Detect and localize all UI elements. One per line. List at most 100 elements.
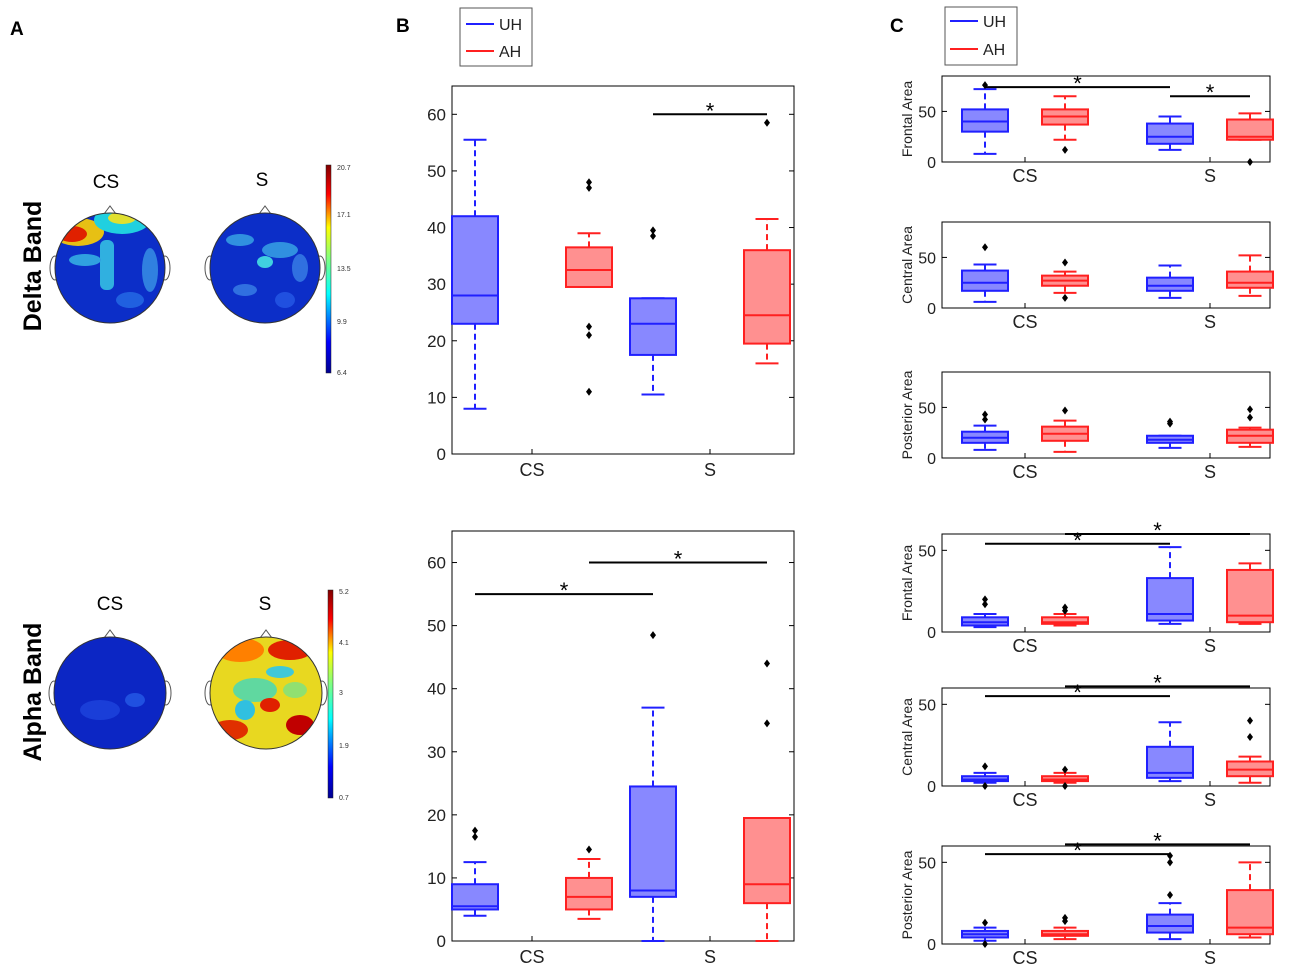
y-axis-label: Frontal Area — [899, 81, 915, 157]
boxplot-delta-posterior: 0 50 CS S Posterior Area — [899, 370, 1274, 482]
y-tick-label: 0 — [437, 445, 446, 464]
y-axis-label: Central Area — [899, 698, 915, 776]
band-label-delta: Delta Band — [19, 201, 47, 332]
panel-label-a: A — [10, 19, 24, 40]
x-tick-label: CS — [519, 460, 544, 480]
boxplot-delta-overall: 0 10 20 30 40 50 60 CS S * — [427, 85, 795, 480]
legend-ah-label: AH — [983, 42, 1005, 59]
outlier-point — [1062, 258, 1068, 267]
outlier-point — [1062, 765, 1068, 774]
outlier-point — [586, 178, 592, 187]
y-tick-label: 0 — [927, 779, 936, 796]
outlier-point — [1062, 603, 1068, 612]
box-uh — [629, 785, 677, 898]
significance-star: * — [706, 98, 715, 123]
topo-label-delta-cs: CS — [93, 172, 119, 193]
significance-star: * — [1153, 518, 1162, 543]
colorbar-delta-tick: 13.5 — [337, 266, 351, 273]
outlier-point — [982, 918, 988, 927]
outlier-point — [982, 415, 988, 424]
colorbar-alpha-tick: 0.7 — [339, 795, 349, 802]
x-tick-label: CS — [519, 947, 544, 967]
outlier-point — [586, 331, 592, 340]
box-uh — [1146, 276, 1194, 292]
y-axis-label: Posterior Area — [899, 370, 915, 459]
box-uh — [629, 297, 677, 356]
colorbar-delta-tick: 6.4 — [337, 370, 347, 377]
box-uh — [961, 108, 1009, 133]
outlier-point — [1247, 405, 1253, 414]
y-tick-label: 10 — [427, 388, 446, 407]
outlier-point — [650, 226, 656, 235]
box-ah — [743, 817, 791, 905]
outlier-point — [472, 826, 478, 835]
x-tick-label: S — [1204, 948, 1216, 968]
topomap-alpha-s — [204, 629, 328, 750]
box-uh — [1146, 122, 1194, 145]
significance-star: * — [560, 578, 569, 603]
y-axis-label: Frontal Area — [899, 545, 915, 621]
y-tick-label: 50 — [918, 855, 936, 872]
x-tick-label: CS — [1012, 790, 1037, 810]
outlier-point — [650, 232, 656, 241]
topo-label-delta-s: S — [256, 170, 269, 191]
x-tick-label: S — [1204, 312, 1216, 332]
legend-b: UH AH — [459, 7, 533, 67]
axes-frame — [451, 530, 795, 942]
topomap-alpha-cs — [48, 629, 172, 750]
legend-uh-label: UH — [983, 14, 1006, 31]
box-ah — [565, 246, 613, 288]
y-tick-label: 0 — [927, 451, 936, 468]
outlier-point — [1062, 406, 1068, 415]
outlier-point — [586, 387, 592, 396]
box-ah — [1226, 270, 1274, 289]
box-ah — [1226, 118, 1274, 141]
outlier-point — [982, 243, 988, 252]
outlier-point — [764, 118, 770, 127]
outlier-point — [982, 410, 988, 419]
outlier-point — [586, 322, 592, 331]
x-tick-label: S — [704, 947, 716, 967]
legend-ah-label: AH — [499, 44, 521, 61]
outlier-point — [1062, 145, 1068, 154]
y-tick-label: 20 — [427, 806, 446, 825]
colorbar-delta-tick: 20.7 — [337, 165, 351, 172]
outlier-point — [1167, 417, 1173, 426]
box-uh — [451, 215, 499, 325]
significance-star: * — [674, 547, 683, 572]
outlier-point — [472, 832, 478, 841]
significance-star: * — [1073, 838, 1082, 863]
y-tick-label: 50 — [918, 543, 936, 560]
x-tick-label: S — [704, 460, 716, 480]
y-tick-label: 0 — [927, 937, 936, 954]
y-tick-label: 30 — [427, 743, 446, 762]
outlier-point — [764, 659, 770, 668]
boxplot-alpha-frontal: 0 50 CS S Frontal Area * * — [899, 518, 1274, 656]
outlier-point — [1167, 851, 1173, 860]
axes-frame — [941, 687, 1271, 787]
box-uh — [1146, 913, 1194, 934]
y-tick-label: 20 — [427, 332, 446, 351]
x-tick-label: S — [1204, 462, 1216, 482]
topo-label-alpha-cs: CS — [97, 594, 123, 615]
axes-frame — [451, 85, 795, 455]
outlier-point — [982, 762, 988, 771]
box-ah — [743, 249, 791, 345]
x-tick-label: S — [1204, 790, 1216, 810]
colorbar-delta-tick: 9.9 — [337, 319, 347, 326]
y-axis-label: Posterior Area — [899, 850, 915, 939]
significance-star: * — [1153, 828, 1162, 853]
colorbar-alpha-tick: 1.9 — [339, 743, 349, 750]
significance-star: * — [1073, 528, 1082, 553]
box-uh — [961, 269, 1009, 292]
box-uh — [451, 883, 499, 911]
outlier-point — [1167, 891, 1173, 899]
y-tick-label: 0 — [437, 932, 446, 951]
outlier-point — [1062, 913, 1068, 922]
outlier-point — [1062, 293, 1068, 302]
x-tick-label: CS — [1012, 312, 1037, 332]
y-tick-label: 50 — [427, 162, 446, 181]
colorbar-delta-tick: 17.1 — [337, 212, 351, 219]
y-tick-label: 40 — [427, 680, 446, 699]
x-tick-label: CS — [1012, 462, 1037, 482]
